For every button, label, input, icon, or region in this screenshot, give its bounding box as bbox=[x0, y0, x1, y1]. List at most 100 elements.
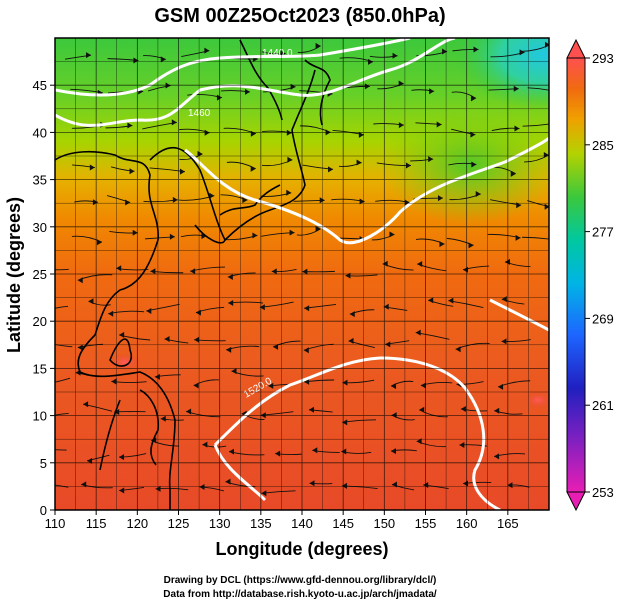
streamline-arrow bbox=[304, 305, 310, 312]
streamline-arrow bbox=[179, 168, 185, 175]
streamline-arrow bbox=[287, 156, 293, 163]
streamline-arrow bbox=[460, 405, 466, 412]
streamline-arrow bbox=[468, 242, 474, 249]
x-tick-label: 155 bbox=[415, 516, 437, 531]
streamline-arrow bbox=[118, 454, 124, 461]
x-tick-label: 165 bbox=[497, 516, 519, 531]
y-axis-title: Latitude (degrees) bbox=[4, 197, 24, 353]
streamline-arrow bbox=[391, 481, 397, 488]
streamline bbox=[522, 123, 549, 127]
streamline-arrow bbox=[127, 122, 133, 129]
streamline-arrow bbox=[96, 239, 102, 246]
colorbar-tick-label: 285 bbox=[592, 138, 614, 153]
streamline bbox=[55, 344, 73, 348]
y-tick-label: 10 bbox=[33, 409, 47, 424]
streamline-arrow bbox=[199, 483, 205, 490]
streamline-arrow bbox=[89, 164, 95, 171]
streamline bbox=[55, 377, 71, 383]
streamline-arrow bbox=[473, 46, 479, 53]
streamline-arrow bbox=[428, 297, 434, 304]
streamline-arrow bbox=[228, 300, 234, 307]
streamline-arrow bbox=[195, 309, 201, 316]
streamline-arrow bbox=[186, 408, 192, 415]
streamline-arrow bbox=[201, 233, 207, 240]
streamline-arrow bbox=[439, 241, 445, 248]
contour-label-1440: 1440.0 bbox=[262, 48, 293, 59]
streamline-arrow bbox=[132, 229, 138, 236]
plot-area: 1440.0 1460 1520.0 bbox=[55, 38, 549, 510]
streamline-arrow bbox=[315, 225, 321, 232]
x-tick-label: 120 bbox=[126, 516, 148, 531]
streamline-arrow bbox=[442, 48, 448, 55]
streamline-arrow bbox=[194, 336, 200, 343]
streamline-arrow bbox=[116, 265, 122, 272]
streamline-arrow bbox=[429, 88, 435, 95]
streamline-arrow bbox=[271, 268, 277, 275]
streamline bbox=[55, 305, 69, 309]
streamline-arrow bbox=[470, 95, 476, 102]
streamline-arrow bbox=[244, 88, 250, 95]
streamline-arrow bbox=[328, 166, 334, 173]
streamline-arrow bbox=[385, 341, 391, 348]
streamline-arrow bbox=[415, 329, 421, 336]
streamline-arrow bbox=[498, 383, 504, 390]
streamline-arrow bbox=[448, 297, 454, 304]
streamline-arrow bbox=[160, 56, 166, 63]
x-tick-label: 115 bbox=[86, 516, 107, 531]
streamline-arrow bbox=[160, 415, 166, 422]
streamline-arrow bbox=[92, 199, 98, 206]
streamline-arrow bbox=[358, 131, 364, 138]
streamline-arrow bbox=[392, 52, 398, 59]
x-tick-label: 125 bbox=[168, 516, 190, 531]
streamline-arrow bbox=[304, 378, 310, 385]
streamline-arrow bbox=[231, 368, 237, 375]
streamline-arrow bbox=[83, 401, 89, 408]
colorbar-tick-label: 269 bbox=[592, 311, 614, 326]
y-axis: 0 5 10 15 20 25 30 35 40 45 bbox=[33, 78, 55, 518]
streamline-arrow bbox=[275, 450, 281, 457]
streamline-arrow bbox=[312, 447, 318, 454]
streamline-arrow bbox=[202, 441, 208, 448]
y-tick-label: 35 bbox=[33, 173, 47, 188]
cold-region-northeast bbox=[455, 38, 549, 110]
streamline-arrow bbox=[417, 260, 423, 267]
streamline-arrow bbox=[129, 168, 135, 175]
streamline-arrow bbox=[544, 203, 549, 210]
colorbar-tick-label: 277 bbox=[592, 225, 614, 240]
x-tick-label: 135 bbox=[250, 516, 272, 531]
streamline-arrow bbox=[494, 407, 500, 414]
streamline-arrow bbox=[341, 482, 347, 489]
streamline-arrow bbox=[119, 331, 125, 338]
streamline-arrow bbox=[229, 448, 235, 455]
streamline-arrow bbox=[510, 170, 516, 177]
streamline-arrow bbox=[225, 478, 231, 485]
streamline bbox=[55, 484, 69, 488]
streamline-arrow bbox=[383, 303, 389, 310]
streamline-arrow bbox=[356, 159, 362, 166]
streamline-arrow bbox=[197, 150, 203, 157]
x-axis: 110 115 120 125 130 135 140 145 150 155 160 165 bbox=[45, 510, 519, 531]
streamline-arrow bbox=[390, 448, 396, 455]
credit-data: Data from http://database.rish.kyoto-u.a… bbox=[163, 589, 437, 600]
streamline bbox=[55, 268, 69, 271]
streamline-arrow bbox=[259, 304, 265, 311]
streamline-arrow bbox=[455, 346, 461, 353]
streamline-arrow bbox=[169, 233, 175, 240]
streamline-arrow bbox=[209, 192, 215, 199]
streamline-arrow bbox=[119, 487, 125, 494]
streamline-arrow bbox=[268, 382, 274, 389]
streamline bbox=[297, 45, 321, 53]
x-tick-label: 145 bbox=[332, 516, 354, 531]
height-contours bbox=[55, 38, 549, 510]
streamline-arrow bbox=[319, 197, 325, 204]
streamline-arrow bbox=[108, 310, 114, 317]
streamline-arrow bbox=[342, 379, 348, 386]
streamline-arrow bbox=[286, 189, 292, 196]
streamline-arrow bbox=[507, 482, 513, 489]
streamline-arrow bbox=[420, 382, 426, 389]
y-tick-label: 5 bbox=[40, 456, 47, 471]
streamline-arrow bbox=[87, 457, 93, 464]
streamline-arrow bbox=[470, 131, 476, 138]
streamline-arrow bbox=[111, 378, 117, 385]
streamline-arrow bbox=[226, 346, 232, 353]
